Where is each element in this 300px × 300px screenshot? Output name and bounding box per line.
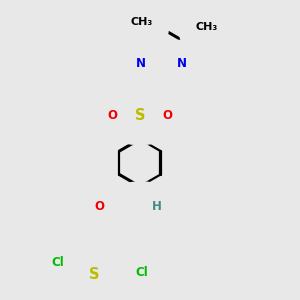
Text: Cl: Cl (135, 266, 148, 279)
Text: CH₃: CH₃ (130, 17, 152, 27)
Text: H: H (152, 200, 162, 213)
Text: N: N (136, 58, 146, 70)
Text: N: N (136, 199, 146, 212)
Text: S: S (135, 108, 145, 123)
Text: N: N (139, 86, 148, 99)
Text: CH₃: CH₃ (196, 22, 218, 32)
Text: O: O (163, 109, 172, 122)
Text: O: O (107, 109, 117, 122)
Text: O: O (94, 200, 104, 213)
Text: Cl: Cl (51, 256, 64, 269)
Text: S: S (89, 267, 100, 282)
Text: H: H (127, 86, 136, 99)
Text: N: N (177, 58, 187, 70)
